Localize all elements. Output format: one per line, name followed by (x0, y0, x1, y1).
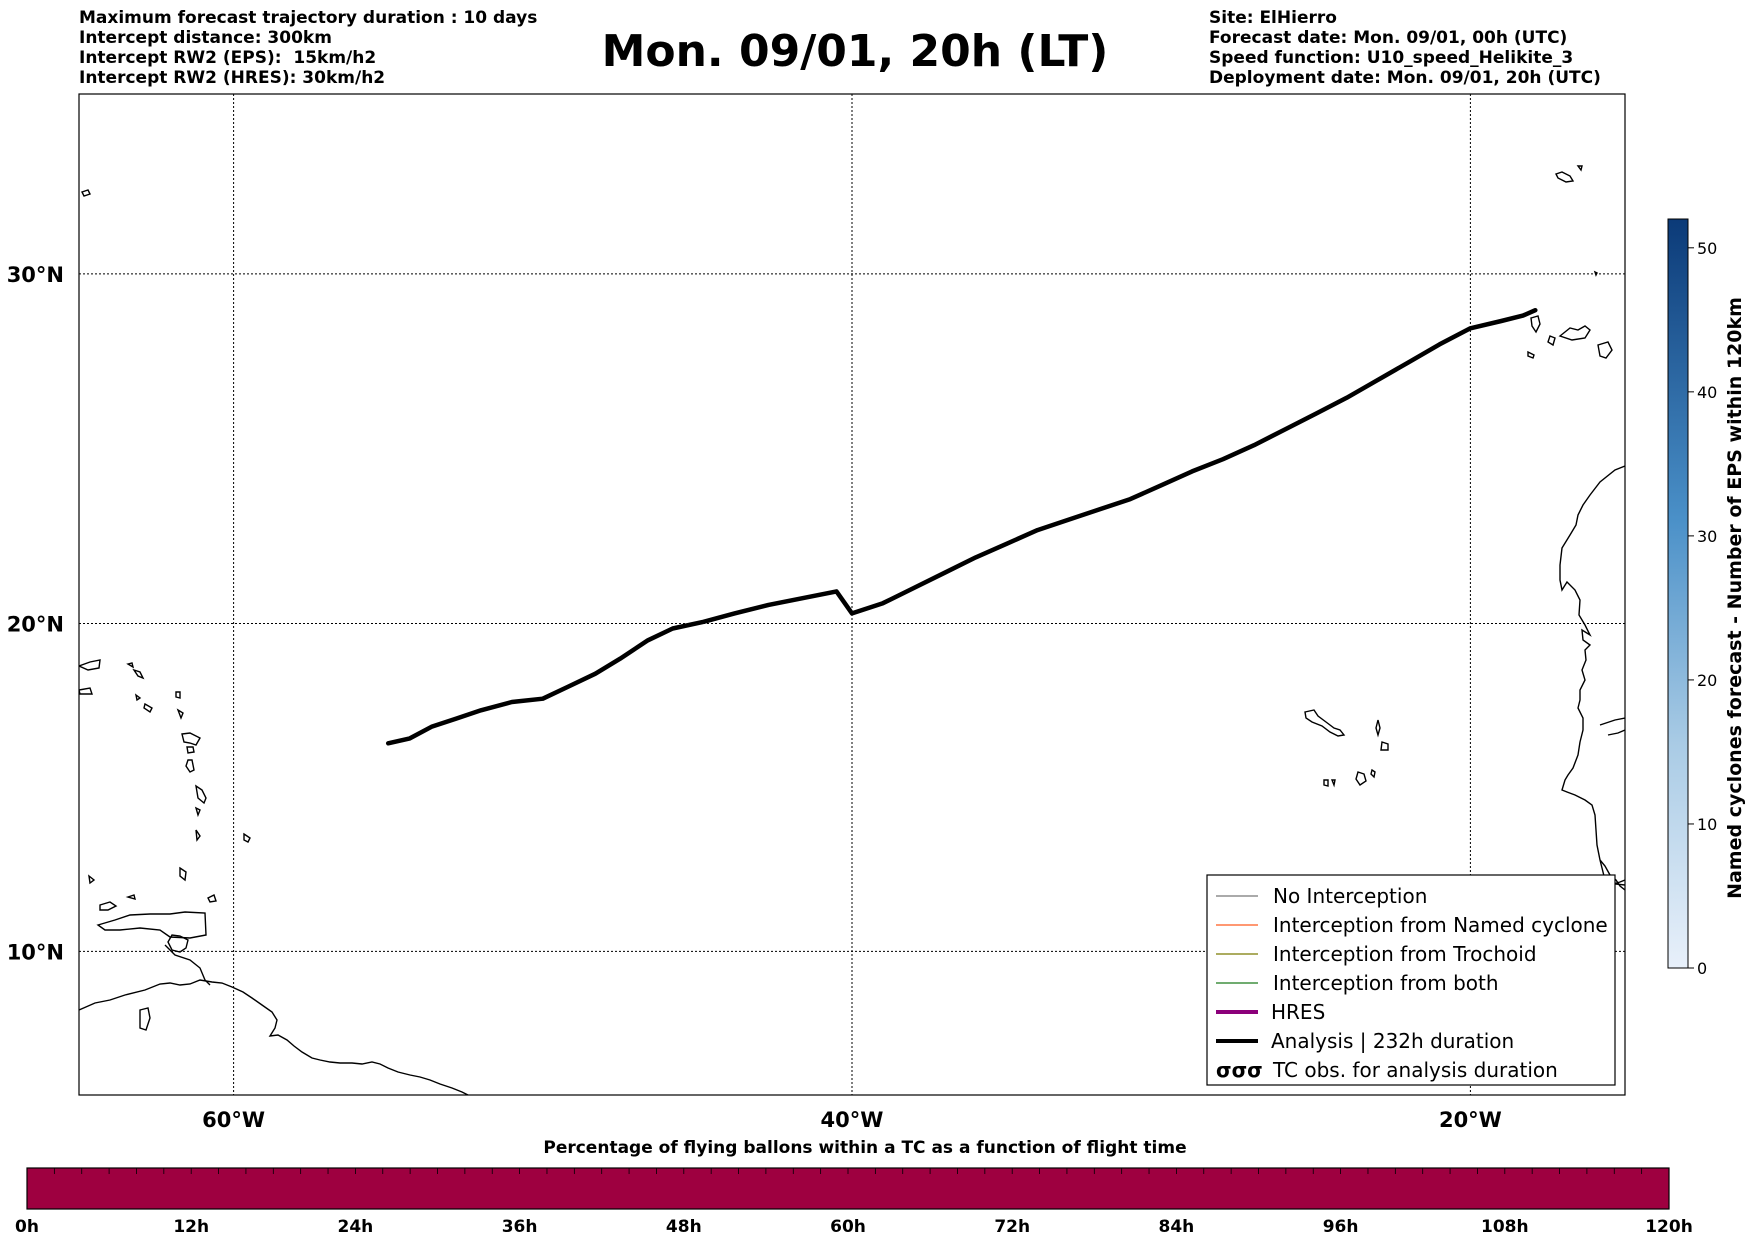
coast-venezuela-north (96, 911, 207, 939)
analysis-track-line (385, 307, 1538, 746)
header-right-line: Forecast date: Mon. 09/01, 00h (UTC) (1209, 28, 1568, 48)
time-bar-fill (26, 1167, 1670, 1210)
legend-label: TC obs. for analysis duration (1272, 1058, 1558, 1082)
legend-label: HRES (1271, 1000, 1325, 1024)
legend-label: Interception from Named cyclone (1273, 913, 1608, 937)
lat-tick-label: 20°N (7, 612, 64, 636)
lon-tick-label: 60°W (202, 1108, 265, 1132)
legend-item: HRES (1216, 1000, 1325, 1024)
coast-canaries-2 (1558, 325, 1591, 341)
coast-canaries-5 (1527, 350, 1535, 359)
tc-obs-symbol: σσσ (1216, 1058, 1263, 1082)
colorbar-tick-label: 50 (1697, 239, 1717, 258)
time-bar-tick-label: 120h (1645, 1217, 1693, 1237)
map-title: Mon. 09/01, 20h (LT) (601, 26, 1109, 77)
coast-island-a (139, 1007, 151, 1031)
time-bar-tick-label: 12h (173, 1217, 209, 1237)
legend-label: No Interception (1273, 884, 1427, 908)
map-frame (78, 93, 1626, 1096)
legend-item: No Interception (1216, 884, 1427, 908)
colorbar-tick-label: 10 (1697, 815, 1717, 834)
colorbar-title: Named cyclones forecast - Number of EPS … (1724, 297, 1746, 899)
lon-tick-label: 40°W (821, 1108, 884, 1132)
time-bar-tick-label: 72h (994, 1217, 1030, 1237)
legend-item: Interception from both (1216, 971, 1499, 995)
coast-south-america (79, 979, 469, 1095)
time-bar-tick-label: 24h (338, 1217, 374, 1237)
legend-item: Interception from Named cyclone (1216, 913, 1608, 937)
lat-tick-label: 10°N (7, 940, 64, 964)
legend-label: Analysis | 232h duration (1271, 1029, 1514, 1053)
legend: No Interception Interception from Named c… (1206, 874, 1616, 1086)
header-left-line: Intercept RW2 (EPS): 15km/h2 (79, 48, 377, 68)
lat-tick-label: 30°N (7, 263, 64, 287)
coast-canaries-1 (1530, 315, 1541, 334)
coast-east-venezuela (164, 944, 211, 986)
legend-item: Interception from Trochoid (1216, 942, 1537, 966)
time-bar-tick-label: 36h (502, 1217, 538, 1237)
lat-tick-labels: 30°N 20°N 10°N (7, 263, 64, 964)
coastlines (79, 165, 1625, 1095)
time-bar-tick-label: 96h (1323, 1217, 1359, 1237)
time-bar-title: Percentage of flying ballons within a TC… (543, 1138, 1186, 1158)
legend-box (1206, 874, 1616, 1086)
coast-trinidad (167, 934, 189, 953)
legend-item: σσσ TC obs. for analysis duration (1216, 1058, 1558, 1082)
header-left-info: Maximum forecast trajectory duration : 1… (79, 8, 537, 88)
header-left-line: Intercept RW2 (HRES): 30km/h2 (79, 68, 386, 88)
header-right-info: Site: ElHierro Forecast date: Mon. 09/01… (1209, 8, 1601, 88)
time-bar-tick-label: 48h (666, 1217, 702, 1237)
legend-label: Interception from Trochoid (1273, 942, 1537, 966)
time-bar-tick-label: 108h (1481, 1217, 1529, 1237)
colorbar-tick-label: 20 (1697, 671, 1717, 690)
legend-label: Interception from both (1273, 971, 1499, 995)
header-right-line: Site: ElHierro (1209, 8, 1337, 28)
time-bar-tick-label: 0h (15, 1217, 39, 1237)
colorbar-tick-label: 30 (1697, 527, 1717, 546)
colorbar-ticks: 0 10 20 30 40 50 (1688, 239, 1717, 978)
header-right-line: Deployment date: Mon. 09/01, 20h (UTC) (1209, 68, 1601, 88)
coast-island-pr (79, 659, 101, 671)
coast-africa (1559, 465, 1625, 886)
header-right-line: Speed function: U10_speed_Helikite_3 (1209, 48, 1574, 68)
colorbar-tick-label: 0 (1697, 959, 1707, 978)
colorbar-eps: 0 10 20 30 40 50 Named cyclones forecast - Nu… (1667, 218, 1746, 978)
colorbar-tick-label: 40 (1697, 383, 1717, 402)
header-left-line: Intercept distance: 300km (79, 28, 332, 48)
time-bar-tick-label: 84h (1159, 1217, 1195, 1237)
analysis-track (385, 307, 1538, 746)
coast-madeira (1555, 171, 1575, 183)
lon-tick-labels: 60°W 40°W 20°W (202, 1108, 1502, 1132)
coast-canaries-4 (1547, 335, 1556, 347)
time-bar-ticks: 0h 12h 24h 36h 48h 60h 72h 84h 96h 108h 120h (15, 1168, 1693, 1237)
legend-item: Analysis | 232h duration (1216, 1029, 1514, 1053)
coast-canaries-3 (1597, 341, 1613, 359)
lon-tick-label: 20°W (1439, 1108, 1502, 1132)
header-left-line: Maximum forecast trajectory duration : 1… (79, 8, 538, 28)
time-bar-tick-label: 60h (830, 1217, 866, 1237)
colorbar-gradient (1667, 218, 1689, 969)
coast-cape-verde-1 (1304, 709, 1346, 737)
time-bar: Percentage of flying ballons within a TC… (15, 1138, 1693, 1237)
